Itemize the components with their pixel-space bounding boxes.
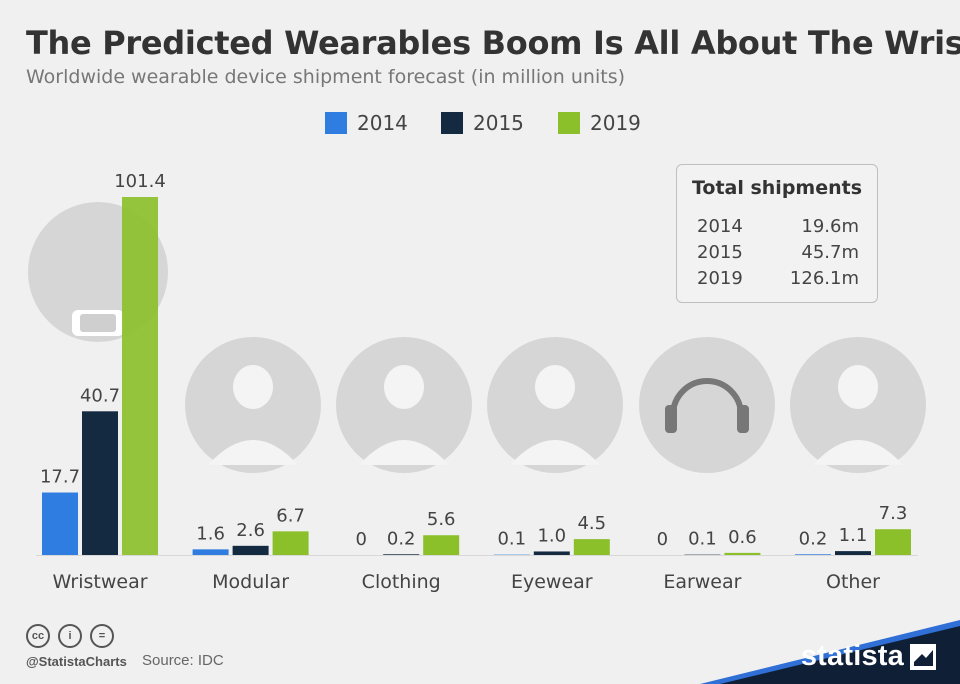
legend-label-2014: 2014	[357, 111, 408, 135]
bar-modular-2015	[232, 545, 269, 555]
bar-other-2019	[875, 529, 911, 555]
total-shipments-title: Total shipments	[691, 177, 863, 199]
data-label-other-2019: 7.3	[879, 503, 908, 524]
legend: 2014 2015 2019	[0, 110, 960, 136]
source-text: Source: IDC	[142, 652, 224, 669]
legend-item-2014: 2014	[325, 110, 408, 136]
total-value: 45.7m	[801, 242, 859, 263]
category-label-eyewear: Eyewear	[511, 571, 593, 593]
data-label-other-2015: 1.1	[839, 525, 868, 546]
bar-other-2015	[835, 551, 871, 555]
data-label-earwear-2015: 0.1	[688, 529, 717, 550]
total-shipments-box: Total shipments 2014 19.6m 2015 45.7m 20…	[676, 164, 878, 303]
total-year: 2015	[697, 242, 743, 263]
total-value: 19.6m	[801, 216, 859, 237]
statista-logo-icon	[910, 644, 936, 670]
total-row-2019: 2019 126.1m	[697, 268, 859, 292]
total-year: 2019	[697, 268, 743, 289]
total-year: 2014	[697, 216, 743, 237]
data-label-eyewear-2015: 1.0	[537, 525, 566, 546]
data-label-clothing-2019: 5.6	[427, 509, 456, 530]
silhouette-body-shape	[813, 440, 903, 465]
legend-item-2019: 2019	[558, 110, 641, 136]
data-label-wristwear-2015: 40.7	[80, 385, 120, 406]
data-label-earwear-2014: 0	[657, 529, 668, 550]
by-icon: i	[58, 624, 82, 648]
category-label-clothing: Clothing	[362, 571, 441, 593]
legend-label-2015: 2015	[473, 111, 524, 135]
brand-logo-text[interactable]: statista	[800, 640, 904, 672]
silhouette-head-shape	[233, 365, 273, 409]
bar-modular-2014	[192, 549, 229, 555]
data-label-clothing-2014: 0	[355, 529, 366, 550]
category-label-earwear: Earwear	[663, 571, 741, 593]
chart-subtitle: Worldwide wearable device shipment forec…	[26, 66, 626, 88]
bar-wristwear-2014	[42, 492, 78, 555]
data-label-modular-2015: 2.6	[236, 520, 265, 541]
legend-swatch-2015	[441, 112, 463, 134]
nd-icon: =	[90, 624, 114, 648]
bar-eyewear-2019	[573, 539, 610, 555]
bar-clothing-2019	[423, 535, 460, 555]
data-label-wristwear-2014: 17.7	[40, 467, 80, 488]
total-value: 126.1m	[789, 268, 859, 289]
category-label-modular: Modular	[212, 571, 289, 593]
cc-icon: cc	[26, 624, 50, 648]
data-label-modular-2014: 1.6	[196, 523, 225, 544]
data-label-other-2014: 0.2	[799, 528, 828, 549]
bar-earwear-2019	[724, 552, 761, 555]
total-row-2015: 2015 45.7m	[697, 242, 859, 266]
legend-label-2019: 2019	[590, 111, 641, 135]
headphones-icon	[639, 337, 775, 473]
bar-wristwear-2015	[82, 411, 118, 555]
headphone-band-shape	[670, 378, 744, 416]
total-row-2014: 2014 19.6m	[697, 216, 859, 240]
silhouette-head-shape	[838, 365, 878, 409]
bar-modular-2019	[272, 531, 309, 555]
smartwatch-screen-shape	[80, 314, 116, 332]
silhouette-head-shape	[535, 365, 575, 409]
category-label-wristwear: Wristwear	[52, 571, 147, 593]
category-label-other: Other	[826, 571, 880, 593]
data-label-earwear-2019: 0.6	[728, 527, 757, 548]
bar-wristwear-2019	[122, 197, 158, 555]
data-label-eyewear-2019: 4.5	[577, 513, 606, 534]
bar-eyewear-2015	[533, 551, 570, 555]
bar-other-2014	[795, 554, 831, 555]
footer-shape-dark	[720, 626, 960, 684]
data-label-modular-2019: 6.7	[276, 505, 305, 526]
data-label-eyewear-2014: 0.1	[497, 529, 526, 550]
legend-swatch-2019	[558, 112, 580, 134]
headphone-right-cup-shape	[737, 405, 749, 433]
silhouette-body-shape	[359, 440, 449, 465]
legend-item-2015: 2015	[441, 110, 524, 136]
chart-title: The Predicted Wearables Boom Is All Abou…	[26, 24, 960, 62]
silhouette-body-shape	[510, 440, 600, 465]
headphone-left-cup-shape	[665, 405, 677, 433]
silhouette-body-shape	[208, 440, 298, 465]
bar-clothing-2015	[383, 554, 420, 555]
data-label-wristwear-2019: 101.4	[114, 171, 166, 192]
legend-swatch-2014	[325, 112, 347, 134]
data-label-clothing-2015: 0.2	[387, 528, 416, 549]
silhouette-head-shape	[384, 365, 424, 409]
license-icons: cc i =	[26, 624, 122, 650]
credit-handle[interactable]: @StatistaCharts	[26, 654, 127, 669]
